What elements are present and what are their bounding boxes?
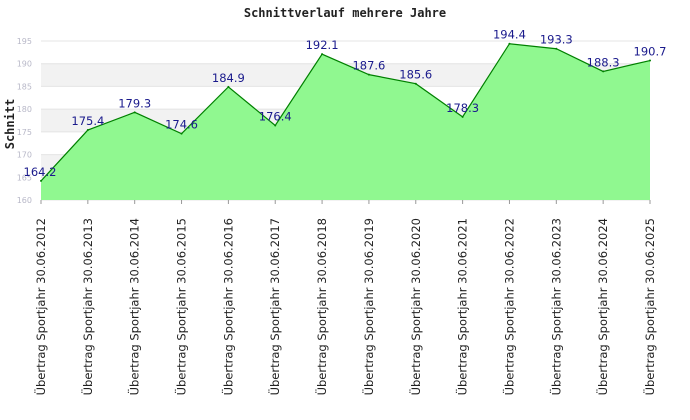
data-point (508, 42, 511, 45)
data-point (40, 179, 42, 182)
chart-title: Schnittverlauf mehrere Jahre (244, 6, 446, 20)
data-point (274, 124, 277, 127)
x-tick-label: Übertrag Sportjahr 30.06.2016 (219, 218, 235, 395)
y-tick-label: 190 (17, 60, 32, 69)
data-label: 188.3 (587, 55, 620, 69)
data-label: 193.3 (540, 33, 573, 47)
area-series (40, 42, 651, 201)
y-axis-label: Schnitt (3, 99, 17, 150)
x-tick-label: Übertrag Sportjahr 30.06.2014 (126, 218, 142, 395)
data-label: 187.6 (352, 59, 385, 73)
x-tick-label: Übertrag Sportjahr 30.06.2023 (547, 218, 563, 395)
data-point (227, 85, 230, 88)
grid-band (41, 41, 650, 64)
data-label: 174.6 (165, 118, 198, 132)
y-tick-label: 160 (17, 196, 32, 205)
y-tick-label: 195 (17, 37, 32, 46)
x-tick-label: Übertrag Sportjahr 30.06.2025 (641, 218, 657, 395)
data-point (649, 59, 651, 62)
x-tick-label: Übertrag Sportjahr 30.06.2022 (500, 218, 516, 395)
y-tick-label: 170 (17, 151, 32, 160)
data-point (555, 47, 558, 50)
data-point (86, 129, 89, 132)
data-point (602, 70, 605, 73)
data-label: 192.1 (306, 38, 339, 52)
data-point (133, 111, 136, 114)
x-tick-label: Übertrag Sportjahr 30.06.2017 (266, 218, 282, 395)
data-label: 179.3 (118, 96, 151, 110)
data-point (367, 73, 370, 76)
x-ticks: Übertrag Sportjahr 30.06.2012 Übertrag Sp… (32, 200, 657, 395)
data-label: 190.7 (634, 45, 667, 59)
y-tick-label: 180 (17, 105, 32, 114)
data-label: 178.3 (446, 101, 479, 115)
y-tick-label: 175 (17, 128, 32, 137)
y-ticks: 160 165 170 175 180 185 190 195 (17, 37, 32, 205)
series-line (40, 43, 651, 182)
data-point (180, 132, 183, 135)
x-tick-label: Übertrag Sportjahr 30.06.2015 (173, 218, 189, 395)
data-label: 184.9 (212, 71, 245, 85)
y-tick-label: 165 (17, 173, 32, 182)
x-tick-label: Übertrag Sportjahr 30.06.2013 (79, 218, 95, 395)
x-tick-label: Übertrag Sportjahr 30.06.2024 (594, 218, 610, 395)
data-label: 176.4 (259, 109, 292, 123)
x-tick-label: Übertrag Sportjahr 30.06.2012 (32, 218, 48, 395)
area-fill (41, 43, 650, 201)
x-tick-label: Übertrag Sportjahr 30.06.2021 (454, 218, 470, 395)
data-point (461, 115, 464, 118)
y-tick-label: 185 (17, 82, 32, 91)
data-label: 164.2 (24, 165, 57, 179)
data-label: 175.4 (71, 114, 104, 128)
data-point (414, 82, 417, 85)
x-tick-label: Übertrag Sportjahr 30.06.2020 (407, 218, 423, 395)
x-tick-label: Übertrag Sportjahr 30.06.2018 (313, 218, 329, 395)
data-point (321, 53, 324, 56)
data-label: 194.4 (493, 28, 526, 42)
x-tick-label: Übertrag Sportjahr 30.06.2019 (360, 218, 376, 395)
data-labels: 164.2 175.4 179.3 174.6 184.9 176.4 192.1 187.6… (24, 28, 667, 179)
data-label: 185.6 (399, 68, 432, 82)
